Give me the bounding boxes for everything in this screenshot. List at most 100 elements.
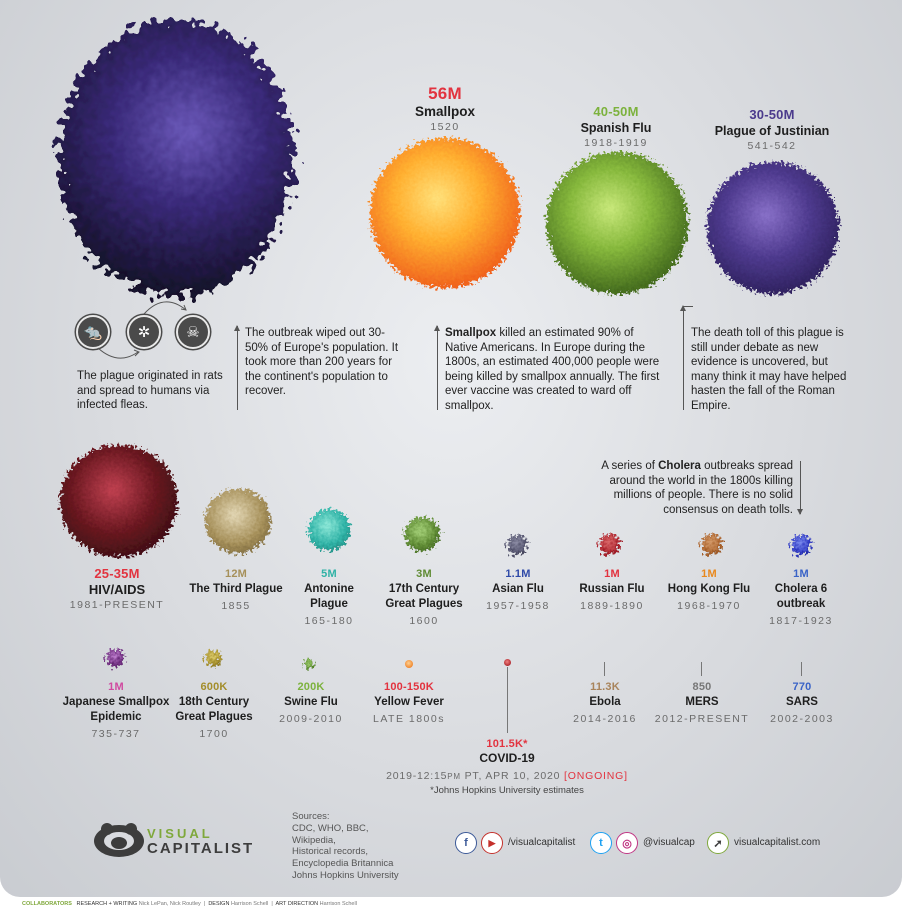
row2-item-antonine: 5M Antonine Plague 165-180 xyxy=(284,568,374,627)
smallpox-years: 1520 xyxy=(430,121,460,133)
covid-ongoing: [ONGOING] xyxy=(564,770,628,782)
russian-flu-years: 1889-1890 xyxy=(580,600,644,612)
row2-item-asian-flu: 1.1M Asian Flu 1957-1958 xyxy=(478,568,558,612)
ebola-name: Ebola xyxy=(589,696,621,708)
sars-years: 2002-2003 xyxy=(770,713,834,725)
spanish-flu-years: 1918-1919 xyxy=(584,137,648,149)
hiv-virus-image xyxy=(60,445,178,557)
visual-capitalist-logo-icon xyxy=(92,821,150,861)
third-plague-name: The Third Plague xyxy=(189,583,283,595)
row2-item-hong-kong-flu: 1M Hong Kong Flu 1968-1970 xyxy=(664,568,754,612)
source-line: CDC, WHO, BBC, xyxy=(292,822,369,834)
antonine-virus-image xyxy=(308,509,350,551)
visual-capitalist-logo-text: VISUAL CAPITALIST xyxy=(147,827,254,857)
great-plagues-1600-value: 3M xyxy=(416,568,432,580)
credits-research-names: Nick LePan, Nick Routley xyxy=(138,901,201,907)
row2-item-third-plague: 12M The Third Plague 1855 xyxy=(186,568,286,612)
third-plague-value: 12M xyxy=(225,568,247,580)
russian-flu-value: 1M xyxy=(604,568,620,580)
swine-flu-virus-image xyxy=(304,659,314,669)
swine-flu-value: 200K xyxy=(297,681,325,693)
twitter-handle[interactable]: @visualcap xyxy=(643,837,695,848)
yellow-fever-virus-image xyxy=(405,660,413,668)
smallpox-note: Smallpox killed an estimated 90% of Nati… xyxy=(445,326,665,413)
row3-item-great-plagues-1700: 600K 18th Century Great Plagues 1700 xyxy=(170,681,258,740)
row3-item-japanese-smallpox-text: Japanese Smallpox Epidemic 735-737 xyxy=(56,695,176,740)
skull-icon: ☠ xyxy=(176,315,210,349)
logo-line1: VISUAL xyxy=(147,826,213,841)
cholera-name: Cholera 6 outbreak xyxy=(774,583,828,610)
spanish-flu-virus-image xyxy=(546,152,688,294)
instagram-icon[interactable]: ◎ xyxy=(616,832,638,854)
russian-flu-virus-image xyxy=(599,534,620,555)
justinian-note: The death toll of this plague is still u… xyxy=(691,327,847,412)
covid-value: 101.5K* xyxy=(486,738,528,750)
mers-years: 2012-PRESENT xyxy=(654,713,750,725)
row3-item-yellow-fever: 100-150K Yellow Fever LATE 1800s xyxy=(364,681,454,725)
ebola-years: 2014-2016 xyxy=(573,713,637,725)
credits-research-label: RESEARCH + WRITING xyxy=(76,901,138,907)
smallpox-virus-image xyxy=(370,138,520,288)
row2-item-russian-flu: 1M Russian Flu 1889-1890 xyxy=(570,568,654,612)
youtube-icon[interactable]: ▶ xyxy=(481,832,503,854)
sars-value: 770 xyxy=(792,681,812,693)
flea-icon: ✲ xyxy=(127,315,161,349)
yellow-fever-name: Yellow Fever xyxy=(374,696,444,708)
website-link[interactable]: visualcapitalist.com xyxy=(734,837,821,848)
sources-block: Sources: CDC, WHO, BBC, Wikipedia, Histo… xyxy=(292,811,399,882)
source-line: Encyclopedia Britannica xyxy=(292,858,394,870)
hong-kong-flu-name: Hong Kong Flu xyxy=(667,583,751,595)
spanish-flu-value: 40-50M xyxy=(593,104,639,119)
mers-name: MERS xyxy=(685,696,719,708)
antonine-years: 165-180 xyxy=(304,615,354,627)
hong-kong-flu-value: 1M xyxy=(701,568,717,580)
sars-stem xyxy=(801,662,802,676)
antonine-name: Antonine Plague xyxy=(304,583,354,610)
twitter-icon[interactable]: t xyxy=(590,832,612,854)
great-plagues-1600-virus-image xyxy=(404,517,440,551)
rat-icon: 🐀 xyxy=(76,315,110,349)
great-plagues-1700-virus-image xyxy=(205,650,221,666)
smallpox-note-text: killed an estimated 90% of Native Americ… xyxy=(445,327,660,412)
asian-flu-virus-image xyxy=(507,535,527,555)
row3-item-mers: 850 MERS 2012-PRESENT xyxy=(654,681,750,725)
third-plague-virus-image xyxy=(205,489,271,553)
credits-sep: | xyxy=(271,901,273,907)
asian-flu-years: 1957-1958 xyxy=(486,600,550,612)
covid-virus-image xyxy=(504,659,511,666)
row3-item-japanese-smallpox: 1M xyxy=(80,681,152,693)
third-plague-years: 1855 xyxy=(221,600,251,612)
covid-date: PT, APR 10, 2020 xyxy=(460,770,565,782)
row2-item-great-plagues-1600: 3M 17th Century Great Plagues 1600 xyxy=(376,568,472,627)
covid-stem xyxy=(507,667,508,733)
mers-value: 850 xyxy=(692,681,712,693)
hong-kong-flu-virus-image xyxy=(701,534,722,555)
covid-timestamp: 2019-12:15PM PT, APR 10, 2020 [ONGOING] xyxy=(360,770,654,782)
russian-flu-name: Russian Flu xyxy=(579,583,645,595)
justinian-label: 30-50M Plague of Justinian 541-542 xyxy=(702,107,842,152)
great-plagues-1600-years: 1600 xyxy=(409,615,439,627)
covid-time: 2019-12:15 xyxy=(386,770,448,782)
covid-footnote: *Johns Hopkins University estimates xyxy=(430,785,584,796)
credits-design-names: Harrison Schell xyxy=(230,901,269,907)
source-line: Historical records, xyxy=(292,846,369,858)
smallpox-label: 56M Smallpox 1520 xyxy=(385,84,505,133)
facebook-icon[interactable]: f xyxy=(455,832,477,854)
justinian-arrow xyxy=(680,305,686,410)
cholera-note-post: outbreaks spread around the world in the… xyxy=(609,460,793,516)
row3-item-swine-flu: 200K Swine Flu 2009-2010 xyxy=(266,681,356,725)
yellow-fever-years: LATE 1800s xyxy=(372,713,445,725)
cursor-icon[interactable]: ➚ xyxy=(707,832,729,854)
source-line: Wikipedia, xyxy=(292,834,336,846)
yellow-fever-value: 100-150K xyxy=(384,681,434,693)
row2-item-hiv: 25-35M HIV/AIDS 1981-PRESENT xyxy=(48,566,186,611)
transmission-arrows xyxy=(97,301,187,359)
covid-pm: PM xyxy=(447,772,461,781)
justinian-years: 541-542 xyxy=(747,140,797,152)
antonine-value: 5M xyxy=(321,568,337,580)
plague-origin-note: The plague originated in rats and spread… xyxy=(77,370,223,411)
source-line: Johns Hopkins University xyxy=(292,869,399,881)
cholera-note-pre: A series of xyxy=(601,460,659,472)
justinian-name: Plague of Justinian xyxy=(714,124,830,138)
youtube-handle[interactable]: /visualcapitalist xyxy=(508,837,576,848)
